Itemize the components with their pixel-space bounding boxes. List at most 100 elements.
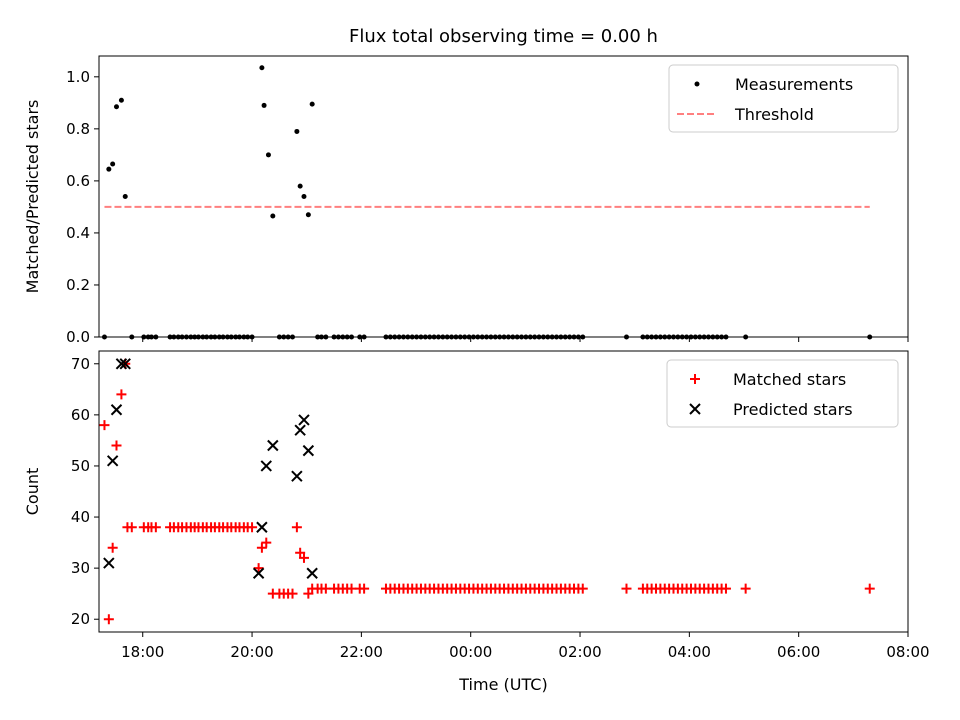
data-point [670,334,676,340]
x-tick-label: 02:00 [558,643,601,661]
data-point [501,334,507,340]
data-point [475,334,481,340]
data-point [119,358,131,370]
y-tick-label: 20 [71,610,90,628]
data-point [540,334,546,340]
data-point [621,583,632,594]
data-point [349,334,355,340]
data-point [692,334,698,340]
data-point [466,334,472,340]
data-point [116,389,127,400]
data-point [241,334,247,340]
y-tick-label: 0.4 [66,224,90,242]
top-plot: 0.0 0.2 0.4 0.6 0.8 1.0 Flux total observing t… [23,26,909,346]
data-point [122,194,128,199]
data-point [305,212,311,218]
data-point [400,334,406,340]
axes-frame [98,350,909,633]
data-point [720,583,731,594]
data-point [623,334,629,340]
legend: Measurements Threshold [668,64,899,133]
data-point [103,557,115,569]
data-point [253,563,264,574]
y-axis-label: Matched/Predicted stars [23,100,42,294]
data-point [457,334,463,340]
data-point [106,455,119,467]
data-point [285,334,291,340]
chart-title: Flux total observing time = 0.00 h [349,26,658,47]
y-tick-label: 0.8 [66,120,90,138]
data-point [479,334,485,340]
x-tick-label: 00:00 [449,643,492,661]
data-point [252,567,265,579]
y-tick-label: 0.6 [66,172,90,190]
data-point [719,334,725,340]
data-point [422,334,428,340]
data-point [259,65,265,71]
data-point [315,334,321,340]
data-point [276,334,282,340]
data-point [261,102,267,108]
data-point [208,334,214,340]
data-point [99,420,110,431]
bottom-plot: 20 30 40 50 60 70 18:00 20:00 22:00 00:00 02:00 04:… [23,350,930,694]
data-point [306,567,318,579]
data-point [723,334,729,340]
data-point [497,334,503,340]
data-point [291,522,302,533]
legend-marker [690,374,700,384]
data-point [571,334,577,340]
legend-label: Matched stars [733,370,846,389]
x-tick-label: 20:00 [230,643,273,661]
data-point [662,334,668,340]
data-point [697,334,703,340]
data-point [562,334,568,340]
data-point [183,334,189,340]
data-point [298,552,309,563]
data-point [666,334,672,340]
data-point [405,334,411,340]
data-point [653,334,659,340]
legend-box [668,64,899,133]
y-axis-label: Count [23,468,42,516]
data-point [462,334,468,340]
data-point [171,334,177,340]
data-point [510,334,516,340]
legend-marker [694,81,700,87]
data-point [281,334,287,340]
data-point [188,334,194,340]
data-point [536,334,542,340]
data-point [126,522,137,533]
y-tick-label: 70 [71,355,90,373]
data-point [359,583,370,594]
data-point [740,583,751,594]
y-tick-label: 0.0 [66,328,90,346]
data-point [290,334,296,340]
series-measurements [101,65,873,340]
data-point [115,358,128,370]
data-point [331,334,337,340]
data-point [484,334,490,340]
data-point [392,334,398,340]
data-point [245,334,251,340]
data-point [514,334,520,340]
data-point [204,334,210,340]
legend-box [666,359,899,428]
data-point [141,334,147,340]
data-point [701,334,707,340]
data-point [107,542,118,553]
series-predicted-stars [103,358,318,579]
x-tick-label: 22:00 [340,643,383,661]
data-point [743,334,749,340]
data-point [492,334,498,340]
legend-label: Threshold [734,105,814,124]
data-point [519,334,525,340]
data-point [291,470,303,482]
data-point [558,334,564,340]
data-point [545,334,551,340]
data-point [297,183,303,189]
data-point [265,152,271,158]
data-point [294,128,300,134]
data-point [294,424,306,436]
